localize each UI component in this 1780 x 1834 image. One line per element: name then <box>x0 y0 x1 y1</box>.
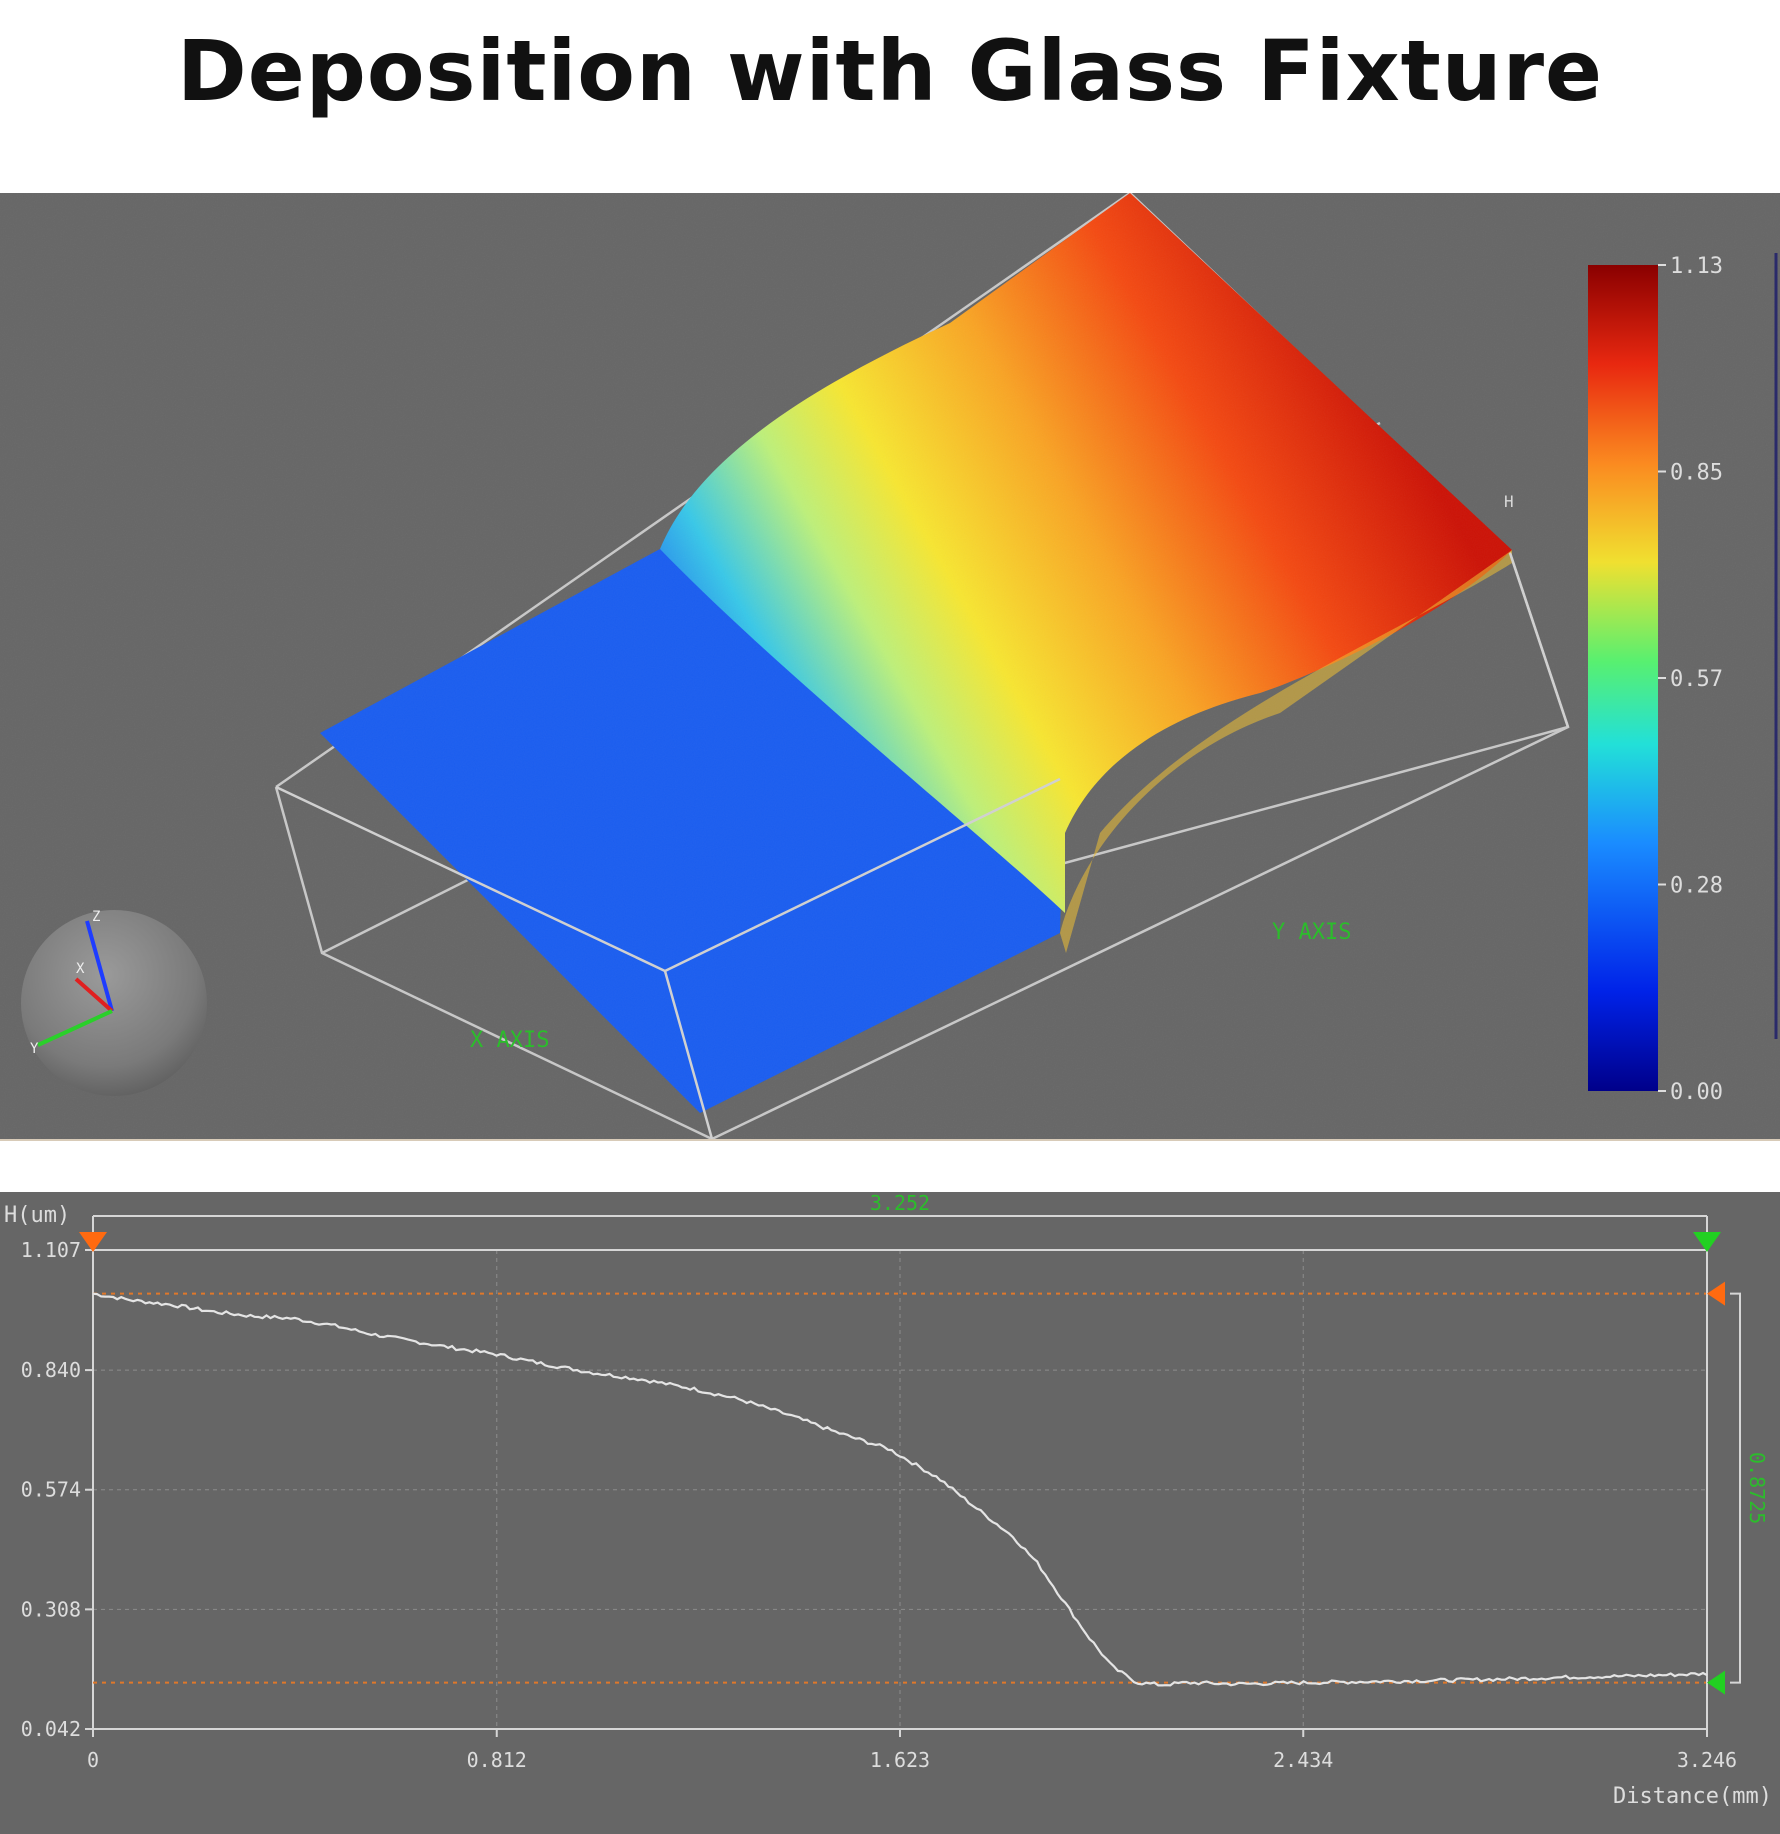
colorbar: 1.13 0.85 0.57 0.28 0.00 <box>1588 253 1778 1105</box>
reference-lines <box>93 1292 1707 1684</box>
y-axis-title: H(um) <box>4 1203 70 1228</box>
gizmo-sphere[interactable] <box>21 910 207 1096</box>
surface-noise <box>0 193 1780 1139</box>
y-axis-label: Y AXIS <box>1272 920 1351 945</box>
y-tick-label: 0.840 <box>21 1358 81 1382</box>
gizmo-y-label: Y <box>30 1041 39 1057</box>
colorbar-tick-label: 0.57 <box>1670 667 1723 692</box>
y-tick-label: 1.107 <box>21 1238 81 1262</box>
x-tick-label: 0 <box>87 1748 99 1772</box>
x-tick-label: 3.246 <box>1677 1748 1737 1772</box>
profile-chart-panel: 0 0.812 1.623 2.434 3.246 1.107 0.840 0.574 0.30… <box>0 1192 1780 1834</box>
gizmo-z-label: Z <box>92 909 100 925</box>
chart-grid <box>93 1250 1707 1729</box>
y-tick-label: 0.308 <box>21 1597 81 1621</box>
profile-chart[interactable]: 0 0.812 1.623 2.434 3.246 1.107 0.840 0.574 0.30… <box>0 1192 1780 1834</box>
x-tick-label: 2.434 <box>1273 1748 1333 1772</box>
gizmo-x-label: X <box>76 961 85 977</box>
width-measure-label: 3.252 <box>870 1192 930 1215</box>
height-measure-bracket <box>1730 1292 1741 1684</box>
colorbar-tick-label: 0.28 <box>1670 874 1723 899</box>
surface-3d-view[interactable]: X AXIS Y AXIS H Z X Y 1.13 0.85 0.57 0.28 0.… <box>0 193 1780 1141</box>
height-measure-label: 0.8725 <box>1745 1452 1769 1524</box>
y-tick-label: 0.042 <box>21 1717 81 1741</box>
upper-level-marker[interactable] <box>1707 1281 1725 1306</box>
x-tick-label: 0.812 <box>467 1748 527 1772</box>
right-cursor-marker[interactable] <box>1693 1232 1721 1252</box>
bounding-box-front <box>275 552 1570 1139</box>
h-axis-label: H <box>1504 492 1514 511</box>
gizmo-z-axis <box>85 920 114 1012</box>
gizmo-x-axis <box>74 977 114 1013</box>
colorbar-tick-label: 0.00 <box>1670 1080 1723 1105</box>
gizmo-y-axis <box>37 1009 113 1047</box>
page-title: Deposition with Glass Fixture <box>177 22 1603 120</box>
x-axis-title: Distance(mm) <box>1613 1784 1772 1809</box>
colorbar-tick-label: 0.85 <box>1670 461 1723 486</box>
orientation-gizmo[interactable]: Z X Y <box>21 909 207 1096</box>
profile-series-line <box>92 1292 1708 1687</box>
colorbar-scale <box>1588 265 1658 1091</box>
surface-3d-canvas[interactable]: X AXIS Y AXIS H Z X Y 1.13 0.85 0.57 0.28 0.… <box>0 193 1780 1139</box>
x-axis-label: X AXIS <box>470 1028 549 1053</box>
lower-level-marker[interactable] <box>1707 1670 1725 1695</box>
x-tick-label: 1.623 <box>870 1748 930 1772</box>
measurements: 3.252 0.8725 <box>79 1192 1769 1729</box>
left-cursor-marker[interactable] <box>79 1232 107 1252</box>
y-tick-label: 0.574 <box>21 1478 81 1502</box>
colorbar-tick-label: 1.13 <box>1670 254 1723 279</box>
